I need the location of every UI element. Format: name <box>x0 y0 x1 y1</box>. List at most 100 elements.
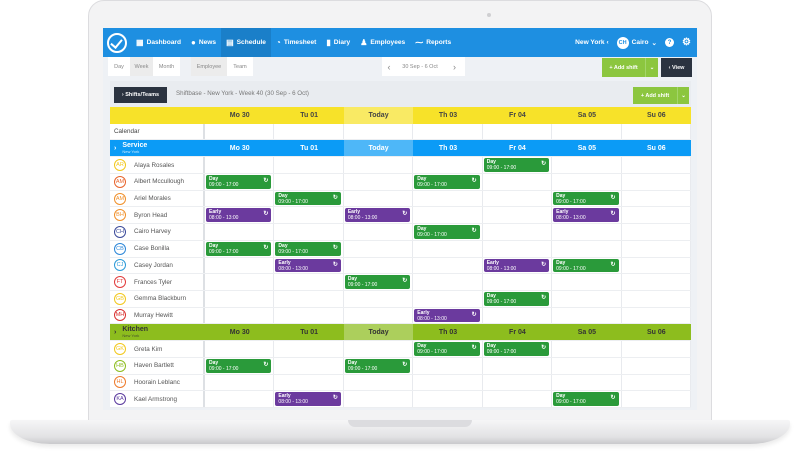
schedule-cell[interactable] <box>344 224 414 240</box>
schedule-cell[interactable] <box>344 190 414 207</box>
view-month-button[interactable]: Month <box>153 57 180 76</box>
schedule-cell[interactable]: Early 08:00 - 13:00 ↻ <box>483 257 553 274</box>
schedule-cell[interactable]: Early 08:00 - 13:00 ↻ <box>344 207 414 224</box>
calendar-cell[interactable] <box>205 123 275 140</box>
schedule-cell[interactable] <box>622 240 691 257</box>
schedule-cell[interactable] <box>552 307 622 324</box>
shift-block[interactable]: Early 08:00 - 13:00 ↻ <box>275 258 341 273</box>
view-day-button[interactable]: Day <box>108 57 130 76</box>
schedule-cell[interactable] <box>552 290 622 307</box>
schedule-cell[interactable]: Day 09:00 - 17:00 ↻ <box>344 274 414 290</box>
employee-cell[interactable]: HL Hoorain Leblanc <box>110 374 205 391</box>
employee-cell[interactable]: AM Ariel Morales <box>110 190 205 207</box>
shift-block[interactable]: Day 09:00 - 17:00 ↻ <box>553 392 619 406</box>
schedule-cell[interactable]: Day 09:00 - 17:00 ↻ <box>344 357 414 374</box>
schedule-cell[interactable] <box>274 357 344 374</box>
calendar-cell[interactable] <box>622 123 691 140</box>
shift-block[interactable]: Early 08:00 - 13:00 ↻ <box>275 392 341 406</box>
schedule-cell[interactable] <box>483 174 553 190</box>
schedule-cell[interactable] <box>274 224 344 240</box>
schedule-cell[interactable] <box>552 240 622 257</box>
add-shift-dropdown[interactable]: ⌄ <box>645 58 658 77</box>
shift-block[interactable]: Day 09:00 - 17:00 ↻ <box>553 191 619 206</box>
schedule-cell[interactable] <box>483 374 553 391</box>
schedule-cell[interactable] <box>622 391 691 407</box>
prev-week-button[interactable]: ‹ <box>382 57 396 76</box>
schedule-cell[interactable]: Early 08:00 - 13:00 ↻ <box>413 307 483 324</box>
gear-icon[interactable]: ⚙ <box>682 37 691 48</box>
shift-block[interactable]: Early 08:00 - 13:00 ↻ <box>483 258 550 273</box>
group-row-kitchen[interactable]: › Kitchen New York Mo 30 Tu 01 Today Th 03 Fr 0… <box>110 324 691 342</box>
shift-block[interactable]: Early 08:00 - 13:00 ↻ <box>344 208 411 223</box>
schedule-cell[interactable] <box>483 240 553 257</box>
schedule-cell[interactable] <box>622 374 691 391</box>
schedule-cell[interactable] <box>205 341 275 357</box>
schedule-cell[interactable] <box>622 207 691 224</box>
shift-block[interactable]: Day 09:00 - 17:00 ↻ <box>344 275 411 289</box>
add-shift-dropdown-secondary[interactable]: ⌄ <box>677 87 689 104</box>
calendar-cell[interactable] <box>274 123 344 140</box>
employee-cell[interactable]: CJ Casey Jordan <box>110 257 205 274</box>
schedule-cell[interactable] <box>622 174 691 190</box>
employee-cell[interactable]: CB Case Bonilla <box>110 240 205 257</box>
help-icon[interactable]: ? <box>665 38 675 47</box>
schedule-cell[interactable] <box>274 374 344 391</box>
employee-cell[interactable]: FT Frances Tyler <box>110 274 205 290</box>
location-selector[interactable]: New York ‹ <box>575 39 609 46</box>
schedule-cell[interactable] <box>205 290 275 307</box>
schedule-cell[interactable]: Day 09:00 - 17:00 ↻ <box>205 174 275 190</box>
schedule-cell[interactable] <box>344 307 414 324</box>
shift-block[interactable]: Day 09:00 - 17:00 ↻ <box>275 241 341 256</box>
schedule-cell[interactable] <box>205 274 275 290</box>
schedule-cell[interactable]: Day 09:00 - 17:00 ↻ <box>274 240 344 257</box>
schedule-cell[interactable]: Day 09:00 - 17:00 ↻ <box>483 157 553 174</box>
schedule-cell[interactable] <box>274 157 344 174</box>
schedule-cell[interactable] <box>622 157 691 174</box>
schedule-cell[interactable] <box>274 341 344 357</box>
schedule-cell[interactable] <box>552 341 622 357</box>
schedule-cell[interactable] <box>622 357 691 374</box>
add-shift-button[interactable]: + Add shift <box>602 58 645 77</box>
schedule-cell[interactable] <box>413 257 483 274</box>
schedule-cell[interactable]: Day 09:00 - 17:00 ↻ <box>413 341 483 357</box>
shift-block[interactable]: Day 09:00 - 17:00 ↻ <box>206 358 272 373</box>
group-row-service[interactable]: › Service New York Mo 30 Tu 01 Today Th 03 Fr 0… <box>110 140 691 158</box>
schedule-cell[interactable] <box>344 157 414 174</box>
employee-cell[interactable]: GK Greta Kim <box>110 341 205 357</box>
shift-block[interactable]: Day 09:00 - 17:00 ↻ <box>483 342 550 356</box>
group-team-button[interactable]: Team <box>227 57 253 76</box>
schedule-cell[interactable]: Day 09:00 - 17:00 ↻ <box>413 174 483 190</box>
schedule-cell[interactable]: Day 09:00 - 17:00 ↻ <box>413 224 483 240</box>
nav-employees[interactable]: ♟ Employees <box>355 28 410 57</box>
next-week-button[interactable]: › <box>444 57 465 76</box>
schedule-cell[interactable] <box>274 274 344 290</box>
schedule-cell[interactable] <box>205 157 275 174</box>
schedule-cell[interactable] <box>622 224 691 240</box>
schedule-cell[interactable] <box>344 257 414 274</box>
schedule-cell[interactable] <box>413 391 483 407</box>
schedule-cell[interactable] <box>552 174 622 190</box>
shift-block[interactable]: Early 08:00 - 13:00 ↻ <box>553 208 619 223</box>
shift-block[interactable]: Day 09:00 - 17:00 ↻ <box>206 241 272 256</box>
schedule-cell[interactable]: Day 09:00 - 17:00 ↻ <box>274 190 344 207</box>
schedule-cell[interactable] <box>205 190 275 207</box>
schedule-cell[interactable] <box>483 307 553 324</box>
view-week-button[interactable]: Week <box>130 57 153 76</box>
schedule-cell[interactable] <box>552 357 622 374</box>
schedule-cell[interactable]: Early 08:00 - 13:00 ↻ <box>205 207 275 224</box>
shift-block[interactable]: Day 09:00 - 17:00 ↻ <box>206 175 272 189</box>
shift-block[interactable]: Early 08:00 - 13:00 ↻ <box>206 208 272 223</box>
schedule-cell[interactable] <box>344 374 414 391</box>
shift-block[interactable]: Early 08:00 - 13:00 ↻ <box>414 308 480 323</box>
schedule-cell[interactable] <box>622 341 691 357</box>
employee-cell[interactable]: KA Kael Armstrong <box>110 391 205 407</box>
schedule-cell[interactable]: Early 08:00 - 13:00 ↻ <box>274 257 344 274</box>
user-menu[interactable]: CH Cairo ⌄ <box>616 36 657 49</box>
shifts-teams-button[interactable]: › Shifts/Teams <box>114 87 167 103</box>
schedule-cell[interactable]: Day 09:00 - 17:00 ↻ <box>205 240 275 257</box>
schedule-cell[interactable] <box>413 357 483 374</box>
employee-cell[interactable]: GB Gemma Blackburn <box>110 290 205 307</box>
schedule-cell[interactable]: Early 08:00 - 13:00 ↻ <box>274 391 344 407</box>
nav-news[interactable]: ● News <box>186 28 221 57</box>
nav-dashboard[interactable]: ▦ Dashboard <box>131 28 186 57</box>
